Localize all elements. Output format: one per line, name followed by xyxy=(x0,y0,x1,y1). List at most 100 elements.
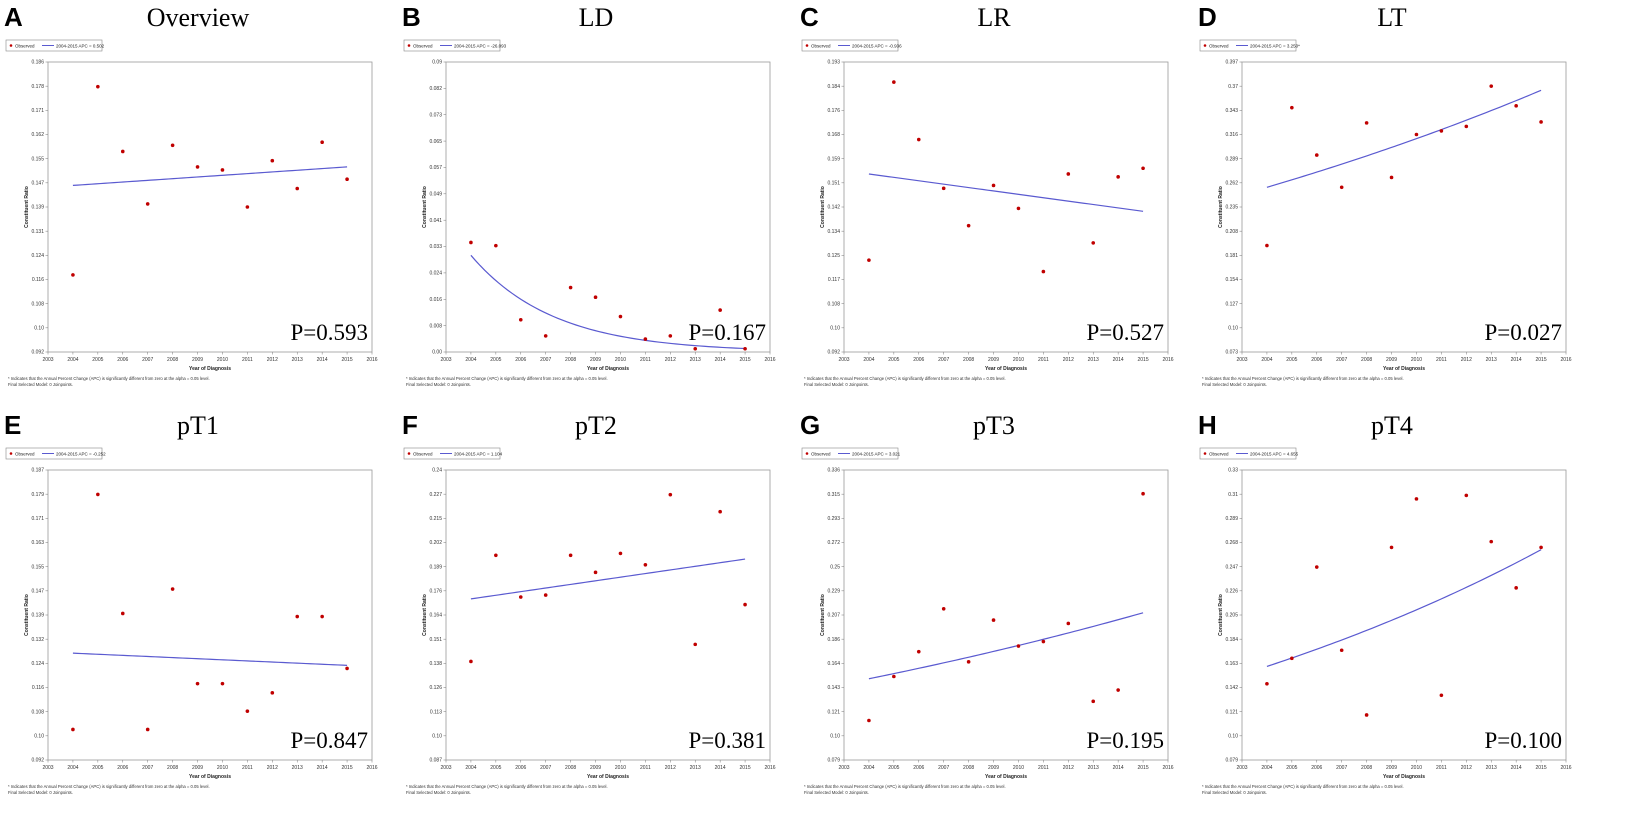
y-tick-label: 0.208 xyxy=(1225,229,1238,235)
legend-observed-label: Observed xyxy=(1209,451,1229,456)
observed-point xyxy=(469,659,473,664)
panel-title: pT3 xyxy=(973,411,1015,440)
fit-line xyxy=(1266,549,1542,667)
x-tick-label: 2004 xyxy=(1261,765,1272,771)
legend-observed-marker xyxy=(1203,452,1207,455)
x-tick-label: 2016 xyxy=(366,765,377,771)
y-tick-label: 0.147 xyxy=(31,181,44,187)
observed-point xyxy=(295,614,300,619)
legend: Observed 2004-2015 APC = -26.093 xyxy=(403,39,507,52)
x-tick-label: 2010 xyxy=(1013,357,1024,363)
observed-point xyxy=(693,642,698,647)
x-tick-label: 2009 xyxy=(192,357,203,363)
x-tick-label: 2006 xyxy=(515,765,526,771)
observed-point xyxy=(1290,656,1294,661)
plot-area xyxy=(843,469,1169,761)
y-tick-label: 0.108 xyxy=(827,301,840,307)
y-tick-label: 0.176 xyxy=(827,108,840,114)
legend-observed-marker xyxy=(9,452,13,455)
observed-point xyxy=(916,649,921,654)
p-value: P=0.847 xyxy=(290,728,368,753)
y-tick-label: 0.143 xyxy=(827,685,840,691)
legend: Observed 2004-2015 APC = 3.250* xyxy=(1199,39,1300,52)
x-tick-label: 2007 xyxy=(938,765,949,771)
x-tick-label: 2004 xyxy=(67,357,78,363)
observed-point xyxy=(618,314,623,319)
x-tick-label: 2008 xyxy=(963,357,974,363)
x-tick-label: 2005 xyxy=(888,357,899,363)
observed-point xyxy=(991,183,996,188)
observed-point xyxy=(941,606,946,611)
x-tick-label: 2004 xyxy=(863,765,874,771)
footnote-line: Final Selected Model: 0 Joinpoints. xyxy=(1202,382,1267,387)
y-tick-label: 0.092 xyxy=(827,350,840,356)
legend-fit-label: 2004-2015 APC = 3.021 xyxy=(852,451,901,456)
y-tick-label: 0.10 xyxy=(830,326,840,332)
observed-point xyxy=(618,551,623,556)
x-tick-label: 2016 xyxy=(1162,357,1173,363)
observed-point xyxy=(120,611,125,616)
p-value: P=0.100 xyxy=(1484,728,1562,753)
observed-point xyxy=(518,595,523,599)
observed-point xyxy=(494,243,498,248)
legend-observed-marker xyxy=(1203,44,1207,47)
observed-point xyxy=(1489,539,1494,544)
x-tick-label: 2013 xyxy=(292,765,303,771)
observed-point xyxy=(941,186,946,191)
observed-point xyxy=(693,346,698,351)
p-value: P=0.167 xyxy=(688,320,766,345)
legend: Observed 2004-2015 APC = -0.252 xyxy=(5,447,106,460)
y-axis-label: Constituent Ratio xyxy=(1218,186,1224,228)
x-tick-label: 2014 xyxy=(715,765,726,771)
observed-point xyxy=(743,346,747,351)
x-tick-label: 2014 xyxy=(317,357,328,363)
x-axis-label: Year of Diagnosis xyxy=(587,774,629,780)
x-axis-label: Year of Diagnosis xyxy=(985,366,1027,372)
y-tick-label: 0.163 xyxy=(31,540,44,546)
x-tick-label: 2005 xyxy=(92,357,103,363)
footnote-line: Final Selected Model: 0 Joinpoints. xyxy=(1202,790,1267,795)
x-tick-label: 2004 xyxy=(465,357,476,363)
observed-point xyxy=(494,553,498,558)
observed-point xyxy=(220,168,225,172)
x-tick-label: 2008 xyxy=(565,357,576,363)
y-tick-label: 0.24 xyxy=(432,468,442,474)
fit-line xyxy=(470,254,746,350)
y-tick-label: 0.108 xyxy=(31,301,44,307)
x-tick-label: 2012 xyxy=(665,357,676,363)
y-tick-label: 0.154 xyxy=(1225,277,1238,283)
y-tick-label: 0.041 xyxy=(429,218,442,224)
x-tick-label: 2006 xyxy=(1311,357,1322,363)
footnote-line: * Indicates that the Annual Percent Chan… xyxy=(1202,784,1404,789)
y-tick-label: 0.142 xyxy=(827,205,840,211)
observed-point xyxy=(1091,241,1096,245)
y-tick-label: 0.184 xyxy=(1225,637,1238,643)
panel-letter: C xyxy=(800,2,819,32)
observed-point xyxy=(71,273,75,277)
y-tick-label: 0.25 xyxy=(830,564,840,570)
y-tick-label: 0.131 xyxy=(31,229,44,235)
observed-point xyxy=(1141,491,1145,496)
x-tick-label: 2005 xyxy=(490,765,501,771)
observed-point xyxy=(270,158,275,163)
x-tick-label: 2015 xyxy=(1536,765,1547,771)
fit-line xyxy=(868,612,1144,680)
observed-point xyxy=(1016,644,1021,648)
y-tick-label: 0.124 xyxy=(31,661,44,667)
legend-observed-marker xyxy=(805,452,809,455)
x-tick-label: 2005 xyxy=(1286,357,1297,363)
y-tick-label: 0.227 xyxy=(429,492,442,498)
p-value: P=0.027 xyxy=(1484,320,1562,345)
observed-point xyxy=(245,205,250,209)
observed-point xyxy=(1389,545,1394,550)
x-tick-label: 2012 xyxy=(665,765,676,771)
observed-point xyxy=(1116,688,1120,692)
y-axis-label: Constituent Ratio xyxy=(24,594,30,636)
x-tick-label: 2007 xyxy=(938,357,949,363)
footnote-line: Final Selected Model: 0 Joinpoints. xyxy=(406,382,471,387)
x-tick-label: 2013 xyxy=(690,765,701,771)
observed-point xyxy=(1066,621,1071,626)
x-tick-label: 2008 xyxy=(565,765,576,771)
